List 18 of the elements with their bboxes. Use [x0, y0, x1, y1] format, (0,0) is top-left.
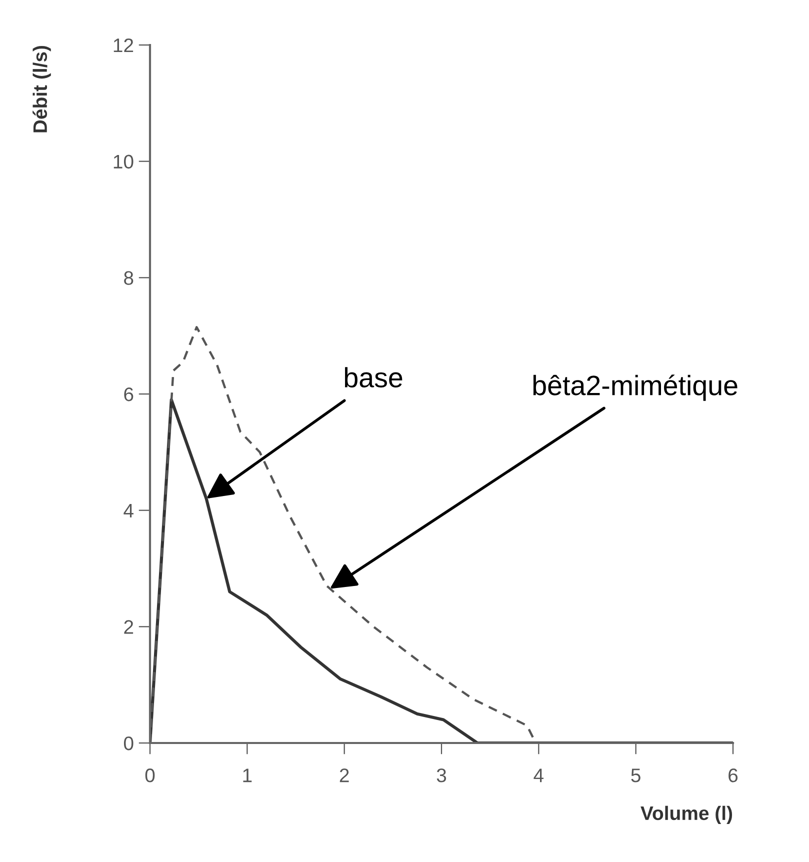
y-tick-label: 10 — [114, 154, 134, 169]
x-axis-title: Volume (l) — [640, 806, 732, 824]
x-tick-label: 6 — [728, 768, 738, 782]
x-tick-label: 2 — [340, 768, 349, 782]
y-tick-label: 12 — [114, 38, 134, 52]
x-tick-label: 3 — [436, 768, 446, 782]
y-axis-title: Débit (l/s) — [32, 46, 51, 132]
y-tick-label: 0 — [124, 736, 134, 750]
x-tick-label: 5 — [631, 768, 640, 782]
x-tick-label: 4 — [534, 768, 544, 782]
y-tick-label: 6 — [124, 387, 134, 402]
y-tick-label: 4 — [124, 504, 134, 518]
x-tick-label: 1 — [243, 768, 252, 782]
x-tick-label: 0 — [145, 768, 155, 782]
annotation: bêta2-mimétique — [533, 374, 738, 401]
annotation: base — [344, 367, 402, 388]
y-tick-label: 8 — [124, 271, 134, 285]
y-tick-label: 2 — [124, 620, 134, 634]
